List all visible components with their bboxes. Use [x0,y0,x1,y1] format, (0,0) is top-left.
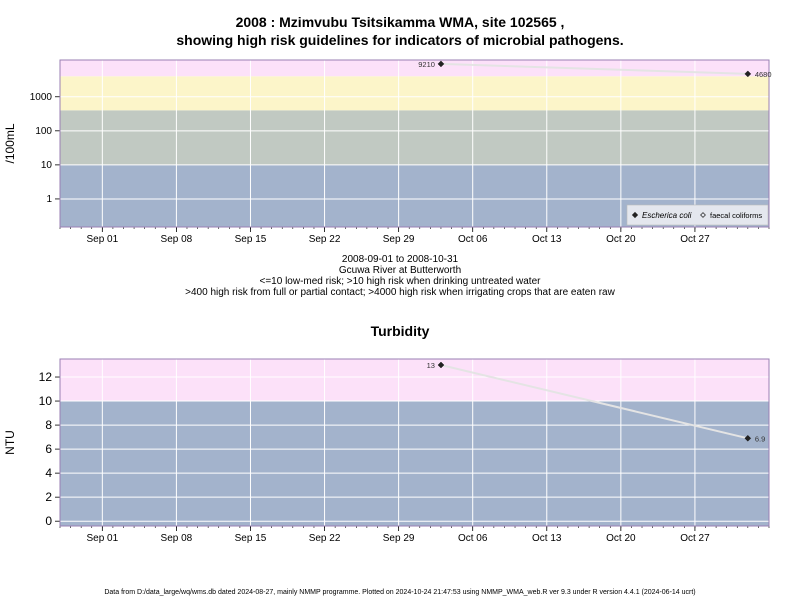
chart-title-line-1: 2008 : Mzimvubu Tsitsikamma WMA, site 10… [235,14,565,30]
microbial-point-0-0 [437,60,445,68]
microbial-x-tick-label-3: Sep 22 [309,234,341,245]
microbial-x-tick-label-0: Sep 01 [86,234,118,245]
legend-box [626,204,769,226]
turbidity-x-tick-label-5: Oct 06 [458,533,488,544]
legend-label-e-coli: Escherica coli [642,211,692,220]
microbial-x-tick-label-7: Oct 20 [606,234,636,245]
turbidity-data-label-0-0: 13 [427,361,435,370]
caption-site-name: Gcuwa River at Butterworth [338,265,462,276]
chart-title-line-2: showing high risk guidelines for indicat… [176,32,624,48]
turbidity-x-tick-label-1: Sep 08 [161,533,193,544]
turbidity-band-1 [60,359,769,402]
caption-contact-guideline: >400 high risk from full or partial cont… [185,287,615,298]
microbial-band-3 [60,60,769,77]
turbidity-y-tick-label-1: 2 [45,490,52,504]
chart-caption: 2008-09-01 to 2008-10-31 Gcuwa River at … [0,254,800,298]
legend-label-faecal-coliforms: faecal coliforms [710,211,762,220]
turbidity-band-0 [60,401,769,526]
microbial-y-tick-label-0: 1 [46,194,52,205]
turbidity-y-tick-label-6: 12 [39,370,53,384]
caption-drinking-guideline: <=10 low-med risk; >10 high risk when dr… [259,276,541,287]
microbial-y-tick-label-1: 10 [41,160,53,171]
turbidity-y-tick-label-0: 0 [45,514,52,528]
microbial-x-tick-label-6: Oct 13 [532,234,562,245]
turbidity-y-tick-label-5: 10 [39,394,53,408]
microbial-x-tick-label-1: Sep 08 [161,234,193,245]
legend-marker-faecal-coliforms [700,212,706,218]
caption-date-range: 2008-09-01 to 2008-10-31 [341,254,459,265]
microbial-data-label-0-0: 9210 [418,60,435,69]
turbidity-y-tick-label-4: 8 [45,418,52,432]
turbidity-y-tick-label-2: 4 [45,466,52,480]
turbidity-x-tick-label-7: Oct 20 [606,533,636,544]
turbidity-point-0-0 [437,361,445,369]
microbial-point-0-1 [744,70,752,78]
microbial-x-tick-label-2: Sep 15 [235,234,267,245]
turbidity-x-tick-label-8: Oct 27 [680,533,710,544]
turbidity-data-label-0-1: 6.9 [755,434,765,443]
turbidity-y-tick-label-3: 6 [45,442,52,456]
turbidity-y-axis-label: NTU [3,430,17,455]
microbial-y-tick-label-2: 100 [35,126,52,137]
microbial-band-2 [60,76,769,111]
turbidity-point-0-1 [744,434,752,442]
turbidity-x-tick-label-4: Sep 29 [383,533,415,544]
turbidity-frame [59,358,770,527]
turbidity-x-tick-label-6: Oct 13 [532,533,562,544]
microbial-series-line-0 [440,62,748,75]
microbial-frame [59,59,770,228]
turbidity-title: Turbidity [370,323,430,339]
microbial-x-tick-label-4: Sep 29 [383,234,415,245]
turbidity-x-tick-label-2: Sep 15 [235,533,267,544]
microbial-data-label-0-1: 4680 [755,70,772,79]
turbidity-x-tick-label-3: Sep 22 [309,533,341,544]
microbial-x-tick-label-8: Oct 27 [680,234,710,245]
microbial-x-tick-label-5: Oct 06 [458,234,488,245]
microbial-y-axis-label: /100mL [3,123,17,163]
microbial-band-1 [60,110,769,165]
microbial-y-tick-label-3: 1000 [30,92,53,103]
turbidity-x-tick-label-0: Sep 01 [86,533,118,544]
legend-marker-e-coli [631,211,639,219]
footer-note: Data from D:/data_large/wq/wms.db dated … [104,589,696,596]
turbidity-series-line-0 [440,364,749,440]
